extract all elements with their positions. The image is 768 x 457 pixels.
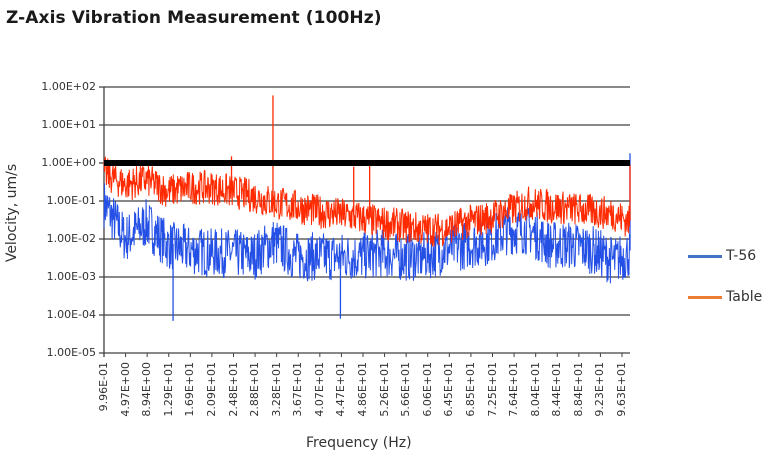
y-tick-label: 1.00E-05 (46, 346, 96, 359)
legend-label-table: Table (726, 289, 763, 305)
legend-item-t56: T-56 (688, 248, 756, 264)
legend-item-table: Table (688, 289, 762, 305)
y-tick-label: 1.00E+00 (41, 156, 96, 169)
chart-title: Z-Axis Vibration Measurement (100Hz) (6, 8, 382, 28)
x-axis-label: Frequency (Hz) (306, 435, 412, 451)
legend-label-t56: T-56 (726, 248, 757, 264)
y-tick-label: 1.00E+02 (41, 80, 96, 93)
y-tick-label: 1.00E-03 (46, 270, 96, 283)
legend-swatch-table (688, 295, 722, 299)
y-tick-label: 1.00E+01 (41, 118, 96, 131)
series-line (103, 155, 630, 247)
y-tick-label: 1.00E-01 (46, 194, 96, 207)
legend-swatch-t56 (688, 254, 722, 258)
y-tick-label: 1.00E-04 (46, 308, 96, 321)
y-tick-label: 1.00E-02 (46, 232, 96, 245)
series-line (103, 183, 630, 284)
